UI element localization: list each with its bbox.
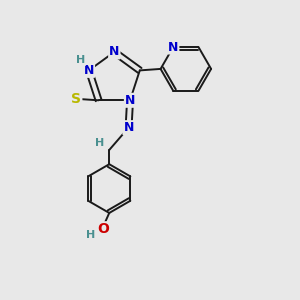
Text: H: H bbox=[76, 55, 85, 65]
Text: N: N bbox=[123, 121, 134, 134]
Text: H: H bbox=[86, 230, 95, 240]
Text: N: N bbox=[168, 40, 178, 53]
Text: H: H bbox=[95, 138, 104, 148]
Text: O: O bbox=[98, 222, 109, 236]
Text: N: N bbox=[109, 45, 119, 58]
Text: N: N bbox=[84, 64, 94, 77]
Text: S: S bbox=[71, 92, 81, 106]
Text: N: N bbox=[125, 94, 135, 107]
